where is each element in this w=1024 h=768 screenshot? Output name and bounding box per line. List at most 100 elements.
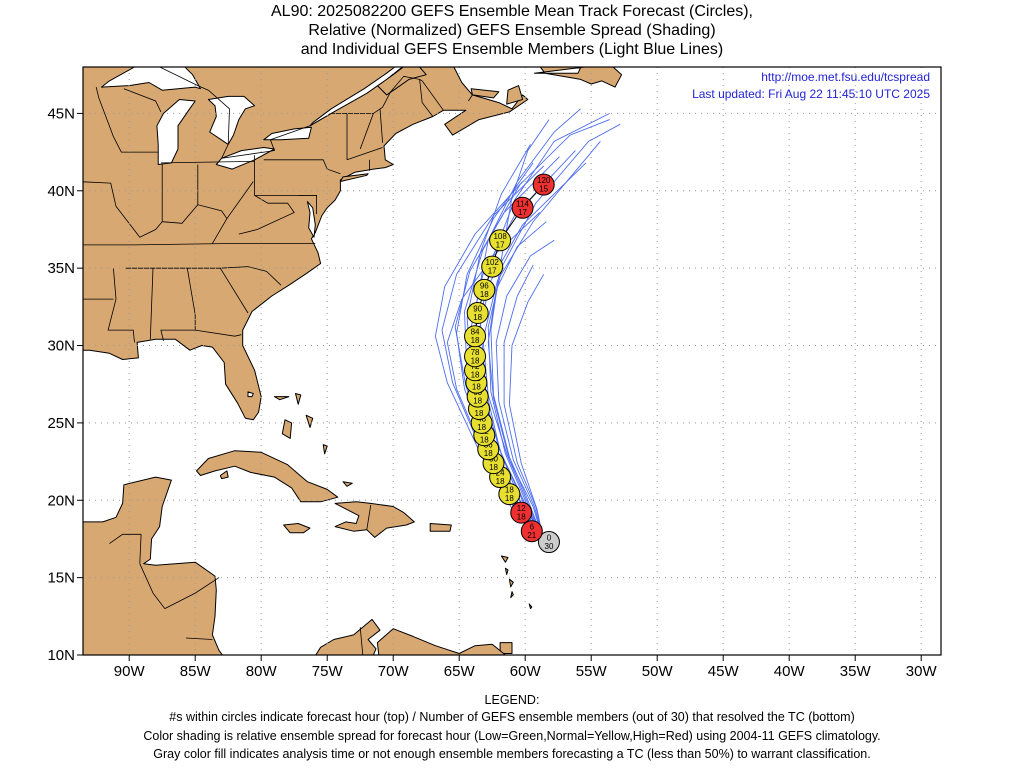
forecast-hour-label: 0 bbox=[547, 534, 552, 543]
state-line-17 bbox=[219, 267, 249, 314]
lon-tick-label: 40W bbox=[774, 663, 806, 680]
ensemble-member-line bbox=[487, 221, 547, 543]
trinidad bbox=[499, 642, 513, 654]
member-count-label: 18 bbox=[480, 290, 489, 299]
andros-island bbox=[281, 419, 293, 439]
graticule bbox=[83, 67, 941, 655]
track-circle bbox=[532, 173, 555, 196]
puerto-rico bbox=[429, 523, 452, 532]
title-line-1: AL90: 2025082200 GEFS Ensemble Mean Trac… bbox=[271, 3, 753, 20]
state-line-8 bbox=[379, 108, 383, 143]
member-count-label: 18 bbox=[484, 449, 493, 458]
track-circle bbox=[498, 483, 521, 506]
member-count-label: 18 bbox=[489, 463, 498, 472]
member-count-label: 21 bbox=[527, 531, 536, 540]
lake-okeechobee bbox=[247, 391, 254, 398]
title-line-2: Relative (Normalized) GEFS Ensemble Spre… bbox=[308, 22, 716, 39]
credits-url[interactable]: http://moe.met.fsu.edu/tcspread bbox=[761, 70, 930, 84]
state-line-14 bbox=[238, 195, 295, 235]
nicaragua-costarica-border bbox=[185, 637, 213, 640]
ensemble-member-line bbox=[482, 141, 601, 543]
st-lawrence-river bbox=[309, 67, 404, 127]
state-line-10 bbox=[161, 164, 199, 224]
martinique bbox=[508, 578, 514, 588]
forecast-hour-label: 120 bbox=[537, 176, 551, 185]
state-line-11 bbox=[110, 183, 163, 238]
forecast-hour-label: 78 bbox=[471, 348, 480, 357]
belize-border bbox=[139, 534, 142, 564]
member-count-label: 18 bbox=[471, 370, 480, 379]
forecast-hour-label: 114 bbox=[516, 199, 529, 208]
st-lucia bbox=[510, 591, 514, 599]
guadeloupe bbox=[500, 555, 509, 563]
state-line-5 bbox=[359, 113, 374, 150]
member-count-label: 15 bbox=[539, 185, 548, 194]
lon-tick-label: 90W bbox=[114, 663, 146, 680]
colombia-venezuela-border bbox=[359, 627, 364, 655]
member-count-label: 18 bbox=[477, 423, 486, 432]
track-circle bbox=[473, 278, 496, 301]
lon-tick-label: 65W bbox=[444, 663, 476, 680]
lat-tick-label: 45N bbox=[47, 105, 75, 122]
guatemala-honduras-border bbox=[139, 563, 166, 609]
mean-track: 0306211218181824183018361842184818541860… bbox=[464, 173, 560, 554]
barbados bbox=[528, 603, 533, 610]
quebec-labrador-line bbox=[419, 79, 444, 111]
lon-tick-label: 35W bbox=[840, 663, 872, 680]
member-count-label: 30 bbox=[545, 542, 554, 551]
track-point: 030 bbox=[537, 531, 560, 554]
lon-tick-label: 85W bbox=[180, 663, 212, 680]
track-circle bbox=[520, 520, 543, 543]
member-count-label: 18 bbox=[475, 409, 484, 418]
legend-heading: LEGEND: bbox=[484, 693, 540, 707]
state-line-1 bbox=[160, 161, 255, 164]
chesapeake-bay bbox=[306, 201, 316, 238]
us-canada-border bbox=[132, 67, 434, 159]
long-island bbox=[339, 173, 369, 182]
state-line-3 bbox=[263, 159, 341, 175]
forecast-hour-label: 18 bbox=[505, 486, 514, 495]
state-line-13 bbox=[212, 218, 228, 244]
abaco-island bbox=[295, 393, 302, 405]
track-circle bbox=[510, 501, 533, 524]
member-count-label: 17 bbox=[488, 267, 497, 276]
lon-tick-label: 70W bbox=[378, 663, 410, 680]
lake-superior bbox=[101, 67, 201, 91]
state-line-24 bbox=[83, 181, 111, 184]
jamaica bbox=[283, 523, 311, 534]
state-line-20 bbox=[149, 268, 154, 340]
member-count-label: 18 bbox=[471, 336, 480, 345]
member-count-label: 18 bbox=[472, 383, 481, 392]
lon-tick-label: 30W bbox=[906, 663, 938, 680]
track-circle bbox=[537, 531, 560, 554]
track-point: 621 bbox=[520, 520, 543, 543]
track-circle bbox=[511, 196, 534, 219]
lat-tick-label: 35N bbox=[47, 260, 75, 277]
south-america-land bbox=[315, 618, 507, 655]
credits-updated: Last updated: Fri Aug 22 11:45:10 UTC 20… bbox=[692, 87, 930, 101]
newfoundland-land bbox=[533, 67, 623, 88]
state-line-26 bbox=[95, 87, 114, 137]
state-line-15 bbox=[298, 194, 318, 214]
axes: 90W 85W 80W 75W 70W 65W 60W 55W 50W 45W 40W 35W 30W 4… bbox=[47, 105, 937, 680]
costarica-panama-border bbox=[223, 661, 227, 681]
lon-tick-label: 45W bbox=[708, 663, 740, 680]
member-count-label: 18 bbox=[473, 397, 482, 406]
lat-tick-label: 15N bbox=[47, 570, 75, 587]
state-line-25 bbox=[113, 136, 159, 153]
state-line-9 bbox=[197, 164, 254, 220]
central-america-land bbox=[83, 476, 224, 655]
grand-bahama bbox=[273, 396, 290, 401]
legend-line-1: #s within circles indicate forecast hour… bbox=[169, 710, 855, 724]
great-inagua bbox=[342, 481, 353, 487]
member-count-label: 18 bbox=[480, 435, 489, 444]
anticosti-island bbox=[466, 38, 503, 52]
